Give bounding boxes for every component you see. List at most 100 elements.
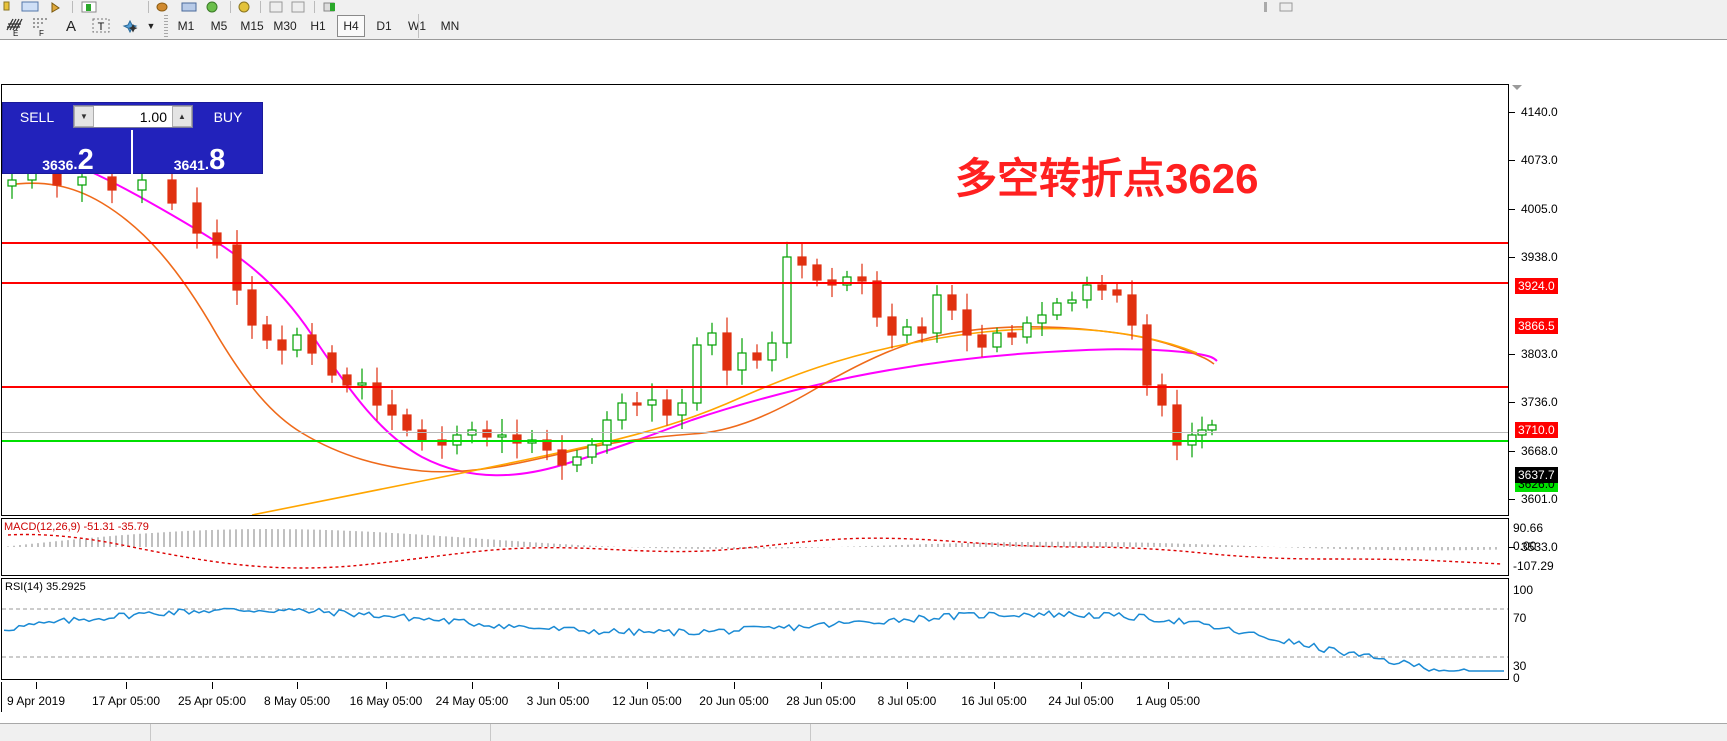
- volume-field[interactable]: ▼ 1.00 ▲: [73, 105, 193, 128]
- date-axis-label: 3 Jun 05:00: [526, 694, 590, 708]
- svg-text:E: E: [13, 29, 18, 37]
- timeframe-d1[interactable]: D1: [376, 19, 392, 33]
- indicators-icon[interactable]: F: [30, 15, 52, 37]
- toolbar-divider: [418, 14, 419, 38]
- timeframe-h1[interactable]: H1: [310, 19, 326, 33]
- chart-annotation: 多空转折点3626: [955, 155, 1259, 202]
- ask-fraction: 8: [209, 144, 226, 176]
- level-line-3866[interactable]: [2, 282, 1508, 284]
- date-axis-label: 1 Aug 05:00: [1135, 694, 1201, 708]
- price-axis-tick: [1509, 257, 1515, 258]
- toolbar-upper-row: [0, 0, 1727, 14]
- date-axis-label: 28 Jun 05:00: [786, 694, 856, 708]
- trade-panel-prices: 3636. 2 3641. 8: [3, 130, 262, 175]
- macd-axis-label: 0.00: [1513, 539, 1537, 553]
- date-axis-label: 20 Jun 05:00: [699, 694, 769, 708]
- price-axis-tick: [1509, 451, 1515, 452]
- one-click-trading-panel[interactable]: SELL ▼ 1.00 ▲ BUY 3636. 2 3641. 8: [2, 102, 263, 175]
- svg-text:T: T: [98, 21, 105, 33]
- price-axis[interactable]: 4140.0 4073.0 4005.0 3938.0 3803.0 3736.0 3668…: [1509, 84, 1727, 554]
- date-axis-label: 16 May 05:00: [349, 694, 423, 708]
- rsi-axis-label: 70: [1513, 611, 1527, 625]
- price-axis-label: 3803.0: [1521, 347, 1558, 361]
- timeframe-m5[interactable]: M5: [210, 19, 228, 33]
- timeframe-w1[interactable]: W1: [408, 19, 426, 33]
- date-axis-label: 8 May 05:00: [263, 694, 331, 708]
- rsi-plot: [2, 607, 1508, 672]
- date-axis-tick: [212, 682, 213, 689]
- ask-dot: .: [204, 156, 210, 173]
- text-box-icon[interactable]: T: [90, 15, 112, 37]
- price-axis-tick: [1509, 209, 1515, 210]
- date-axis-tick: [821, 682, 822, 689]
- buy-button[interactable]: BUY: [213, 108, 243, 125]
- date-axis-tick: [647, 682, 648, 689]
- status-segment-2: [490, 724, 810, 741]
- price-axis-tick: [1509, 402, 1515, 403]
- objects-dropdown-arrow-icon[interactable]: ▼: [146, 21, 156, 31]
- level-line-3626[interactable]: [2, 440, 1508, 442]
- date-axis-label: 8 Jul 05:00: [877, 694, 937, 708]
- date-axis[interactable]: 9 Apr 2019 17 Apr 05:00 25 Apr 05:00 8 May …: [1, 682, 1509, 712]
- price-axis-tick: [1509, 112, 1515, 113]
- ask-price[interactable]: 3641. 8: [137, 130, 262, 175]
- date-axis-tick: [36, 682, 37, 689]
- rsi-pane[interactable]: RSI(14) 35.2925: [1, 578, 1509, 680]
- current-price-tag: 3637.7: [1515, 467, 1558, 483]
- date-axis-tick: [386, 682, 387, 689]
- date-axis-label: 16 Jul 05:00: [961, 694, 1027, 708]
- chart-minimize-icon[interactable]: [1512, 85, 1522, 90]
- rsi-label: RSI(14) 35.2925: [5, 581, 86, 593]
- price-axis-label: 3533.0: [1521, 540, 1558, 554]
- objects-icon[interactable]: [120, 15, 142, 37]
- date-axis-label: 24 Jul 05:00: [1048, 694, 1114, 708]
- volume-value[interactable]: 1.00: [139, 108, 167, 125]
- date-axis-tick: [734, 682, 735, 689]
- date-axis-tick: [1168, 682, 1169, 689]
- macd-label: MACD(12,26,9) -51.31 -35.79: [4, 521, 149, 533]
- price-axis-tick: [1509, 354, 1515, 355]
- rsi-axis-label: 100: [1513, 583, 1534, 597]
- price-axis-label: 4073.0: [1521, 153, 1558, 167]
- bid-fraction: 2: [77, 144, 94, 176]
- volume-decrement-button[interactable]: ▼: [74, 106, 94, 127]
- macd-pane[interactable]: MACD(12,26,9) -51.31 -35.79: [1, 518, 1509, 576]
- text-label-icon[interactable]: A: [65, 17, 76, 35]
- price-axis-tick: [1509, 499, 1515, 500]
- volume-increment-button[interactable]: ▲: [172, 106, 192, 127]
- toolbar-grip[interactable]: [164, 15, 168, 37]
- macd-axis-label: -107.29: [1513, 559, 1554, 573]
- date-axis-tick: [1081, 682, 1082, 689]
- date-axis-label: 24 May 05:00: [435, 694, 509, 708]
- macd-plot: [7, 529, 1503, 569]
- timeframe-h4[interactable]: H4: [337, 15, 365, 37]
- price-plot: [7, 144, 1218, 515]
- status-bar: [0, 723, 1727, 741]
- price-axis-tick: [1509, 160, 1515, 161]
- timeframe-m15[interactable]: M15: [240, 19, 264, 33]
- price-tag-resistance-3710[interactable]: 3710.0: [1515, 422, 1558, 438]
- date-axis-tick: [994, 682, 995, 689]
- rsi-axis-label: 0: [1513, 671, 1520, 685]
- status-segment-1: [150, 724, 490, 741]
- current-price-line: [2, 432, 1508, 433]
- rsi-axis: 100 70 30 0: [1509, 578, 1727, 685]
- status-segment-3: [810, 724, 1110, 741]
- timeframe-m1[interactable]: M1: [177, 19, 195, 33]
- price-axis-tick: [1509, 547, 1515, 548]
- sell-button[interactable]: SELL: [19, 108, 55, 125]
- timeframe-mn[interactable]: MN: [440, 19, 460, 33]
- bid-price[interactable]: 3636. 2: [5, 130, 133, 175]
- level-line-3710[interactable]: [2, 386, 1508, 388]
- bid-dot: .: [73, 156, 78, 173]
- rsi-axis-label: 30: [1513, 659, 1527, 673]
- date-axis-label: 25 Apr 05:00: [177, 694, 247, 708]
- price-tag-resistance-3924[interactable]: 3924.0: [1515, 278, 1558, 294]
- bid-integer: 3636: [42, 157, 74, 173]
- price-tag-resistance-3866[interactable]: 3866.5: [1515, 318, 1558, 334]
- timeframe-m30[interactable]: M30: [273, 19, 297, 33]
- level-line-3924[interactable]: [2, 242, 1508, 244]
- trade-panel-top-row: SELL ▼ 1.00 ▲ BUY: [3, 103, 262, 130]
- date-axis-tick: [297, 682, 298, 689]
- expert-advisors-icon[interactable]: E: [4, 15, 26, 37]
